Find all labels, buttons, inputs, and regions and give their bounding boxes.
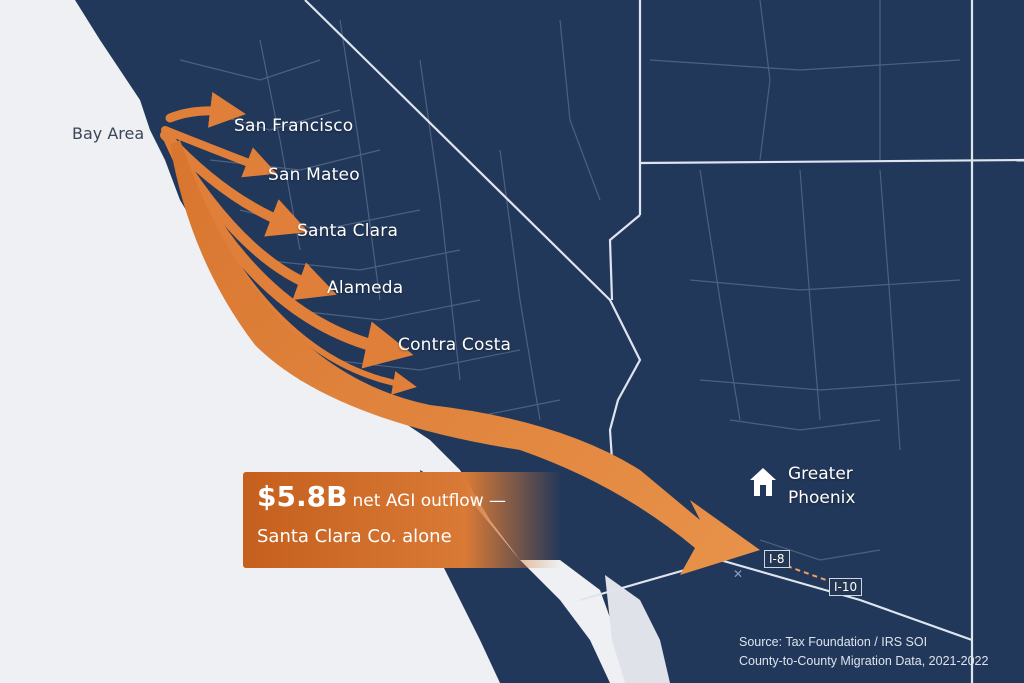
destination-line-1: Greater <box>788 464 853 484</box>
arrow-san-mateo <box>161 126 277 178</box>
land-mass <box>75 0 1024 683</box>
callout-box: $5.8B net AGI outflow — Santa Clara Co. … <box>243 472 561 568</box>
county-label-contra-costa: Contra Costa <box>398 335 512 355</box>
county-label-san-mateo: San Mateo <box>268 165 360 185</box>
callout-line-2: Santa Clara Co. alone <box>257 526 452 547</box>
source-note: Source: Tax Foundation / IRS SOI County-… <box>739 633 988 671</box>
callout-text: net AGI outflow — <box>352 491 507 511</box>
minor-marker: ✕ <box>733 567 743 581</box>
county-label-san-francisco: San Francisco <box>234 116 354 136</box>
destination-marker: Greater Phoenix <box>748 462 855 510</box>
county-label-alameda: Alameda <box>327 278 404 298</box>
origin-label: Bay Area <box>72 124 145 143</box>
house-icon <box>750 468 776 496</box>
state-borders <box>304 0 1024 683</box>
source-line-2: County-to-County Migration Data, 2021-20… <box>739 654 989 668</box>
arrow-phoenix <box>170 140 760 575</box>
destination-line-2: Phoenix <box>788 488 856 508</box>
arrow-san-francisco <box>165 91 246 128</box>
gulf-water <box>605 575 670 683</box>
source-line-1: Source: Tax Foundation / IRS SOI <box>739 635 928 649</box>
callout-amount: $5.8B <box>257 480 348 513</box>
highway-shield-i10: I-10 <box>829 578 863 596</box>
highway-shield-i8: I-8 <box>764 550 790 568</box>
callout-line-1: $5.8B net AGI outflow — <box>257 480 506 513</box>
county-label-santa-clara: Santa Clara <box>297 221 399 241</box>
